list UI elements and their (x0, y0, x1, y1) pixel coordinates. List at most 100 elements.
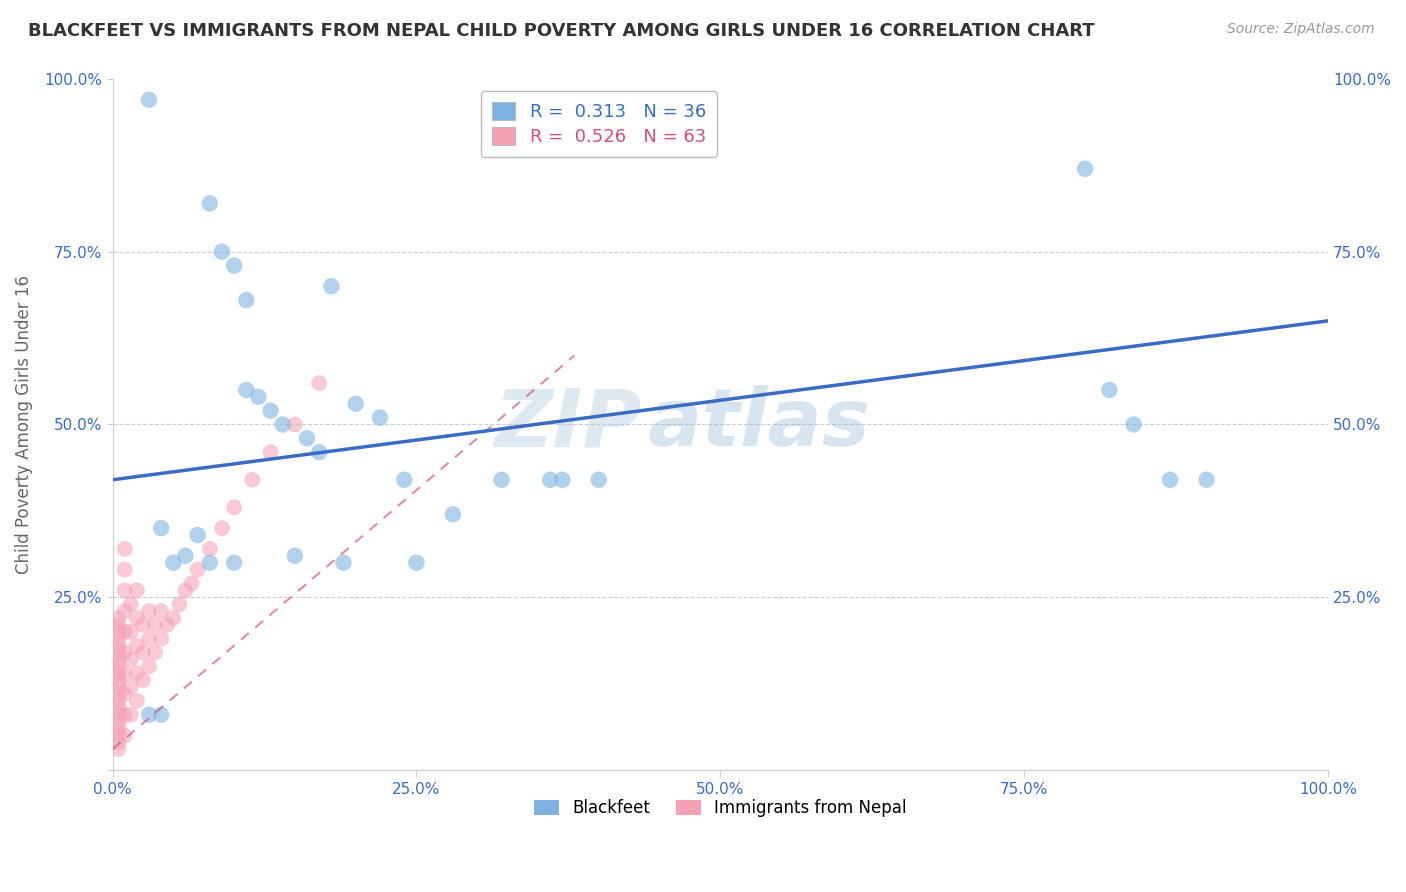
Point (107, 611, 129, 625)
Point (222, 556, 245, 570)
Text: atlas: atlas (647, 385, 870, 464)
Point (132, 673, 155, 688)
Point (114, 624, 136, 639)
Point (107, 694, 129, 708)
Point (538, 473, 561, 487)
Point (211, 521, 233, 535)
Point (107, 632, 129, 646)
Point (138, 707, 160, 722)
Point (107, 652, 129, 666)
Point (107, 646, 129, 660)
Point (114, 728, 136, 742)
Point (162, 556, 184, 570)
Point (198, 556, 221, 570)
Point (125, 583, 148, 598)
Point (1098, 383, 1121, 397)
Point (107, 618, 129, 632)
Point (120, 707, 142, 722)
Point (120, 680, 142, 694)
Point (120, 652, 142, 666)
Point (114, 707, 136, 722)
Point (344, 397, 367, 411)
Point (107, 624, 129, 639)
Point (125, 666, 148, 681)
Point (107, 673, 129, 688)
Legend: Blackfeet, Immigrants from Nepal: Blackfeet, Immigrants from Nepal (527, 792, 912, 824)
Point (138, 659, 160, 673)
Point (368, 410, 391, 425)
Point (114, 646, 136, 660)
Point (114, 541, 136, 556)
Point (120, 624, 142, 639)
Point (491, 473, 513, 487)
Point (198, 541, 221, 556)
Point (169, 597, 191, 611)
Point (114, 687, 136, 701)
Point (125, 639, 148, 653)
Text: Source: ZipAtlas.com: Source: ZipAtlas.com (1227, 22, 1375, 37)
Point (107, 742, 129, 756)
Point (187, 563, 209, 577)
Point (271, 417, 294, 432)
Point (235, 383, 257, 397)
Point (284, 417, 307, 432)
Point (107, 659, 129, 673)
Point (125, 611, 148, 625)
Point (132, 618, 155, 632)
Point (114, 666, 136, 681)
Point (143, 646, 166, 660)
Point (1195, 473, 1218, 487)
Point (1159, 473, 1181, 487)
Point (235, 293, 257, 307)
Point (441, 508, 464, 522)
Point (150, 632, 173, 646)
Point (162, 611, 184, 625)
Point (174, 583, 197, 598)
Point (132, 646, 155, 660)
Point (259, 403, 281, 417)
Point (107, 701, 129, 715)
Point (114, 583, 136, 598)
Point (125, 694, 148, 708)
Point (107, 639, 129, 653)
Point (284, 549, 307, 563)
Point (107, 707, 129, 722)
Point (308, 445, 330, 459)
Point (394, 473, 416, 487)
Point (150, 604, 173, 618)
Point (150, 707, 173, 722)
Point (551, 473, 574, 487)
Point (198, 196, 221, 211)
Point (308, 376, 330, 390)
Y-axis label: Child Poverty Among Girls Under 16: Child Poverty Among Girls Under 16 (15, 275, 32, 574)
Point (1122, 417, 1144, 432)
Point (1074, 161, 1097, 176)
Point (120, 597, 142, 611)
Point (107, 735, 129, 749)
Point (187, 528, 209, 542)
Point (332, 556, 354, 570)
Point (114, 604, 136, 618)
Point (180, 576, 202, 591)
Point (156, 618, 179, 632)
Text: BLACKFEET VS IMMIGRANTS FROM NEPAL CHILD POVERTY AMONG GIRLS UNDER 16 CORRELATIO: BLACKFEET VS IMMIGRANTS FROM NEPAL CHILD… (28, 22, 1095, 40)
Point (222, 259, 245, 273)
Point (138, 93, 160, 107)
Point (107, 680, 129, 694)
Point (295, 431, 318, 445)
Point (405, 556, 427, 570)
Text: ZIP: ZIP (494, 385, 641, 464)
Point (150, 521, 173, 535)
Point (247, 390, 270, 404)
Point (107, 722, 129, 736)
Point (321, 279, 343, 293)
Point (588, 473, 610, 487)
Point (240, 473, 263, 487)
Point (259, 445, 281, 459)
Point (143, 618, 166, 632)
Point (222, 500, 245, 515)
Point (174, 549, 197, 563)
Point (138, 604, 160, 618)
Point (107, 714, 129, 729)
Point (107, 687, 129, 701)
